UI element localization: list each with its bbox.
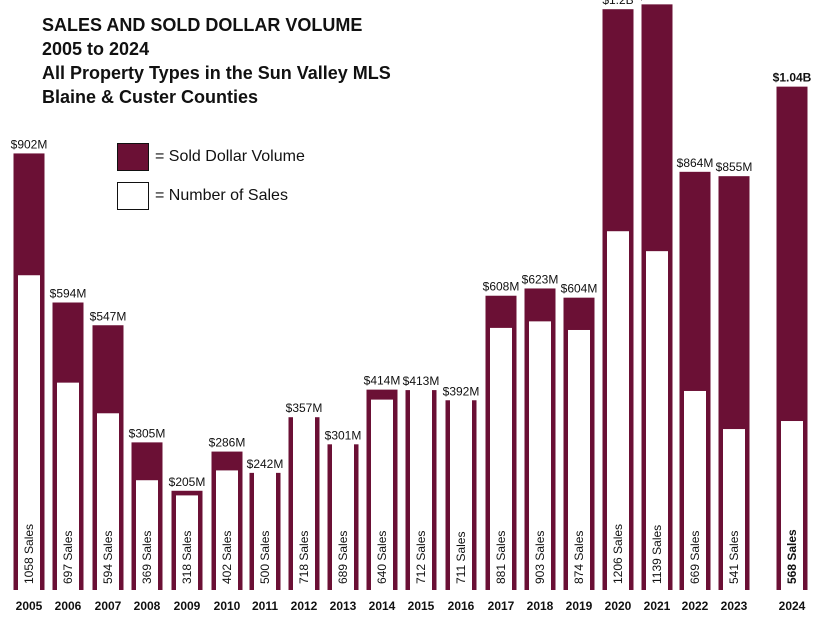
sales-value-label: 369 Sales <box>140 531 154 584</box>
chart-title-line-2: 2005 to 2024 <box>42 39 150 59</box>
sales-bar <box>684 390 706 590</box>
sales-value-label: 881 Sales <box>494 531 508 584</box>
sales-bar <box>136 480 158 590</box>
sales-bar <box>723 429 745 590</box>
sales-value-label: 318 Sales <box>180 531 194 584</box>
x-tick-label: 2020 <box>605 599 632 613</box>
x-tick-label: 2012 <box>291 599 318 613</box>
sales-bar <box>216 470 238 590</box>
sales-value-label: 1206 Sales <box>611 524 625 584</box>
sales-bar <box>529 321 551 590</box>
sales-value-label: 500 Sales <box>258 531 272 584</box>
sales-value-label: 712 Sales <box>414 531 428 584</box>
sales-bar <box>450 378 472 590</box>
sales-bar <box>646 251 668 590</box>
volume-value-label: $242M <box>247 457 284 471</box>
x-tick-label: 2011 <box>252 599 278 613</box>
x-tick-label: 2022 <box>682 599 709 613</box>
legend-swatch-sales <box>117 182 149 210</box>
x-tick-label: 2015 <box>408 599 435 613</box>
volume-value-label: $623M <box>522 272 559 286</box>
x-tick-label: 2005 <box>16 599 43 613</box>
x-tick-label: 2007 <box>95 599 122 613</box>
sales-value-label: 640 Sales <box>375 531 389 584</box>
sales-value-label: 568 Sales <box>785 529 799 584</box>
volume-value-label: $205M <box>169 475 206 489</box>
volume-value-label: $413M <box>403 374 440 388</box>
volume-value-label: $864M <box>677 156 714 170</box>
sales-value-label: 541 Sales <box>727 531 741 584</box>
sales-value-label: 669 Sales <box>688 531 702 584</box>
legend-label-sales: = Number of Sales <box>155 187 288 204</box>
sales-bar <box>490 327 512 590</box>
volume-value-label: $414M <box>364 374 401 388</box>
sales-value-label: 689 Sales <box>336 531 350 584</box>
chart-title-line-3: All Property Types in the Sun Valley MLS <box>42 63 391 83</box>
x-tick-label: 2014 <box>369 599 396 613</box>
sales-value-label: 874 Sales <box>572 531 586 584</box>
sales-bar <box>410 378 432 590</box>
sales-value-label: 402 Sales <box>220 531 234 584</box>
volume-value-label: $1.21B <box>638 0 676 2</box>
sales-bar <box>18 275 40 590</box>
sales-bar <box>781 421 803 590</box>
volume-value-label: $392M <box>443 384 480 398</box>
x-tick-label: 2008 <box>134 599 161 613</box>
legend-label-volume: = Sold Dollar Volume <box>155 148 305 165</box>
volume-value-label: $902M <box>11 137 48 151</box>
legend-item-volume: = Sold Dollar Volume <box>117 142 305 172</box>
x-tick-label: 2006 <box>55 599 82 613</box>
sales-value-label: 697 Sales <box>61 531 75 584</box>
sales-value-label: 1139 Sales <box>650 525 664 584</box>
volume-value-label: $357M <box>286 401 323 415</box>
sales-bar <box>568 329 590 590</box>
x-tick-label: 2010 <box>214 599 241 613</box>
x-tick-label: 2018 <box>527 599 554 613</box>
legend-item-sales: = Number of Sales <box>117 181 288 211</box>
volume-value-label: $594M <box>50 287 87 301</box>
x-tick-label: 2013 <box>330 599 357 613</box>
volume-value-label: $608M <box>483 280 520 294</box>
volume-value-label: $547M <box>90 309 127 323</box>
chart-title-line-1: SALES AND SOLD DOLLAR VOLUME <box>42 15 363 35</box>
sales-bar <box>293 376 315 590</box>
x-tick-label: 2017 <box>488 599 515 613</box>
sales-bar <box>57 382 79 590</box>
x-tick-label: 2021 <box>644 599 671 613</box>
chart-title-line-4: Blaine & Custer Counties <box>42 87 259 107</box>
legend-swatch-volume <box>117 143 149 171</box>
volume-value-label: $305M <box>129 426 166 440</box>
x-tick-label: 2009 <box>174 599 201 613</box>
sales-value-label: 903 Sales <box>533 531 547 584</box>
x-tick-label: 2016 <box>448 599 475 613</box>
sales-bar <box>97 413 119 590</box>
sales-bar <box>254 441 276 590</box>
sales-bar <box>371 399 393 590</box>
sales-bar <box>607 231 629 590</box>
sales-value-label: 1058 Sales <box>22 524 36 584</box>
volume-value-label: $286M <box>209 436 246 450</box>
x-tick-label: 2024 <box>779 599 806 613</box>
x-tick-label: 2019 <box>566 599 593 613</box>
sales-bar <box>332 385 354 590</box>
volume-value-label: $1.2B <box>602 0 633 7</box>
volume-value-label: $855M <box>716 160 753 174</box>
sales-value-label: 711 Sales <box>454 532 468 584</box>
sales-value-label: 718 Sales <box>297 531 311 584</box>
sales-bar <box>176 495 198 590</box>
volume-value-label: $1.04B <box>773 71 812 85</box>
volume-value-label: $301M <box>325 428 362 442</box>
volume-value-label: $604M <box>561 282 598 296</box>
x-tick-label: 2023 <box>721 599 748 613</box>
sales-value-label: 594 Sales <box>101 531 115 584</box>
